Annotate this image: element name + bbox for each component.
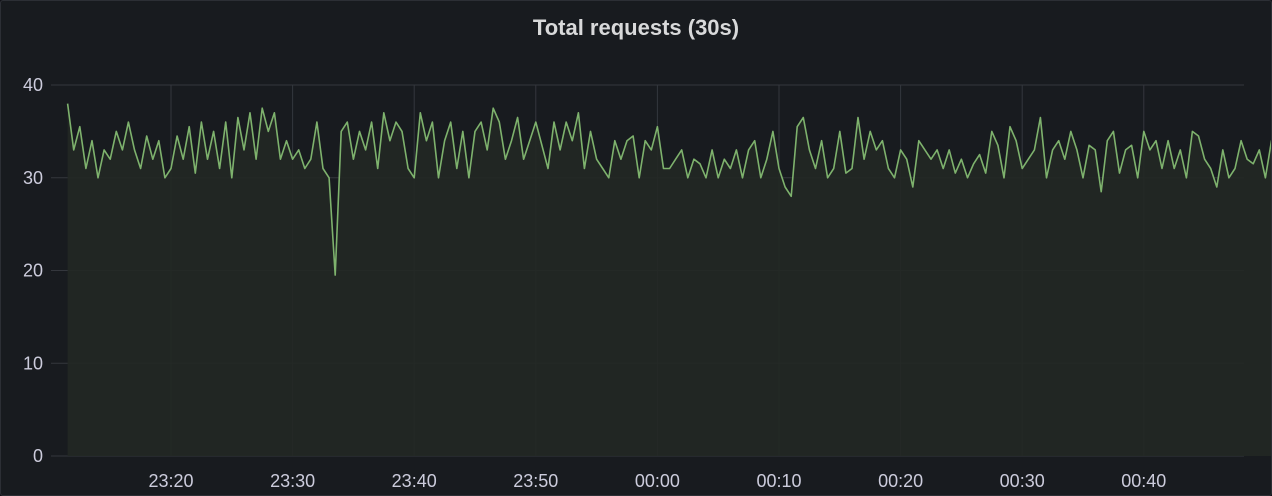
y-tick-label: 0 bbox=[33, 446, 43, 466]
x-axis-labels: 23:20 23:30 23:40 23:50 00:00 00:10 00:20 00:30… bbox=[148, 471, 1166, 491]
x-tick-label: 00:30 bbox=[1000, 471, 1045, 491]
series-line[interactable] bbox=[66, 103, 1271, 454]
x-tick-label: 00:10 bbox=[756, 471, 801, 491]
x-tick-label: 00:20 bbox=[878, 471, 923, 491]
y-tick-label: 10 bbox=[23, 353, 43, 373]
series-line-layer bbox=[66, 103, 1271, 454]
x-tick-label: 23:50 bbox=[513, 471, 558, 491]
x-tick-label: 00:40 bbox=[1121, 471, 1166, 491]
series-area bbox=[67, 103, 1271, 456]
series-area-layer bbox=[67, 103, 1271, 456]
x-tick-label: 00:00 bbox=[635, 471, 680, 491]
x-tick-label: 23:20 bbox=[148, 471, 193, 491]
x-tick-label: 23:40 bbox=[392, 471, 437, 491]
x-tick-label: 23:30 bbox=[270, 471, 315, 491]
y-tick-label: 30 bbox=[23, 168, 43, 188]
y-tick-label: 20 bbox=[23, 261, 43, 281]
y-tick-label: 40 bbox=[23, 75, 43, 95]
y-axis-labels: 0 10 20 30 40 bbox=[23, 75, 43, 466]
panel-title[interactable]: Total requests (30s) bbox=[532, 15, 740, 40]
